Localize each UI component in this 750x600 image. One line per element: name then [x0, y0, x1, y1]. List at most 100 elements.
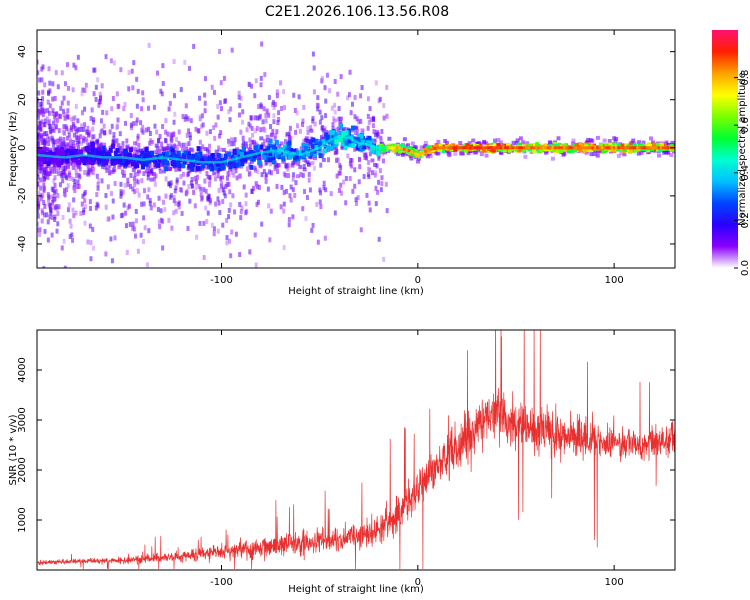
spectral-blob: [175, 136, 179, 142]
spectral-blob: [95, 192, 99, 198]
spectral-blob: [52, 142, 56, 148]
spectral-blob: [69, 175, 73, 181]
spectral-blob: [124, 223, 128, 229]
spectral-blob: [267, 94, 271, 100]
spectral-peak-cell: [666, 146, 670, 150]
spectral-blob: [202, 187, 206, 193]
spectral-blob: [135, 178, 139, 184]
spectral-blob: [43, 203, 47, 209]
spectral-blob: [37, 213, 40, 219]
spectral-blob: [43, 173, 47, 179]
spectral-blob: [382, 115, 386, 121]
spectral-blob: [400, 151, 405, 156]
spectral-blob: [53, 95, 57, 101]
spectral-blob: [368, 151, 372, 157]
spectral-ridge-cell: [559, 148, 564, 154]
spectral-blob: [140, 201, 144, 207]
spectral-blob: [310, 227, 314, 233]
spectral-blob: [71, 165, 76, 170]
spectral-peak-cell: [471, 146, 475, 150]
spectral-ridge-cell: [220, 164, 225, 170]
spectral-blob: [202, 254, 206, 260]
spectral-blob: [436, 150, 441, 155]
spectral-blob: [142, 238, 146, 244]
spectral-blob: [163, 207, 167, 213]
spectral-blob: [174, 166, 178, 172]
spectral-blob: [67, 132, 71, 138]
spectral-blob: [147, 228, 151, 234]
spectral-blob: [132, 121, 136, 127]
spectral-ridge-cell: [622, 146, 627, 152]
spectral-peak-cell: [393, 146, 397, 150]
spectral-blob: [80, 110, 84, 116]
spectral-peak-cell: [593, 146, 597, 150]
spectral-blob: [346, 153, 350, 159]
spectral-blob: [177, 167, 182, 172]
spectral-ridge-cell: [359, 145, 364, 151]
spectral-ridge-cell: [329, 145, 334, 151]
spectral-blob: [89, 115, 93, 121]
spectral-blob: [47, 89, 51, 95]
spectral-blob: [202, 153, 207, 158]
spectral-blob: [178, 187, 182, 193]
spectral-blob: [203, 147, 208, 152]
spectral-blob: [83, 122, 87, 128]
snr-xlabel: Height of straight line (km): [288, 584, 424, 595]
spectral-blob: [324, 113, 328, 119]
spectral-blob: [112, 131, 116, 137]
spectral-ridge-cell: [101, 149, 106, 155]
spectral-ridge-cell: [496, 142, 501, 148]
spectral-ridge-cell: [140, 164, 145, 170]
spectral-blob: [83, 88, 87, 94]
spectral-blob: [249, 159, 254, 164]
spectral-blob: [288, 136, 293, 141]
spectral-blob: [58, 166, 63, 171]
spectral-ridge-cell: [207, 155, 212, 161]
spectral-blob: [207, 149, 211, 155]
spectral-blob: [65, 113, 69, 119]
spectral-blob: [76, 127, 80, 133]
spectral-blob: [46, 192, 50, 198]
spectral-blob: [162, 199, 166, 205]
spectral-ridge-cell: [381, 147, 386, 153]
spectral-ridge-cell: [274, 139, 279, 145]
spectral-blob: [94, 96, 98, 102]
spectral-blob: [239, 215, 243, 221]
spectral-blob: [292, 160, 297, 165]
spectral-blob: [235, 175, 239, 181]
spectral-ridge-cell: [92, 149, 97, 155]
spectral-blob: [200, 113, 204, 119]
spectral-blob: [173, 143, 177, 149]
spectral-blob: [445, 140, 450, 145]
spectral-peak-cell: [563, 146, 567, 150]
spectral-blob: [339, 74, 343, 80]
spectral-blob: [92, 134, 96, 140]
spectral-blob: [82, 126, 86, 132]
spectral-ridge-cell: [324, 132, 329, 138]
spectral-blob: [77, 183, 81, 189]
spectral-blob: [226, 171, 230, 177]
spectral-peak-cell: [433, 146, 437, 150]
spectral-ridge-cell: [362, 144, 367, 150]
spectral-blob: [255, 184, 259, 190]
spectral-blob: [146, 175, 150, 181]
spectral-ridge-cell: [195, 165, 200, 171]
spectral-blob: [382, 158, 386, 164]
spectral-peak-cell: [447, 146, 451, 150]
spectral-blob: [271, 128, 275, 134]
spectral-ridge-cell: [223, 153, 228, 159]
spectral-blob: [631, 138, 636, 143]
spectral-blob: [409, 156, 414, 161]
spectral-ridge-cell: [84, 155, 89, 161]
spectral-blob: [379, 187, 383, 193]
spectral-blob: [198, 95, 202, 101]
spectral-ridge-cell: [360, 139, 365, 145]
spectral-ridge-cell: [182, 159, 187, 165]
spectral-blob: [117, 103, 121, 109]
spectral-blob: [329, 191, 333, 197]
spectral-blob: [255, 155, 260, 160]
spectral-blob: [89, 206, 93, 212]
spectral-blob: [239, 95, 243, 101]
spectral-ridge-cell: [182, 154, 187, 160]
spectral-blob: [160, 141, 164, 147]
